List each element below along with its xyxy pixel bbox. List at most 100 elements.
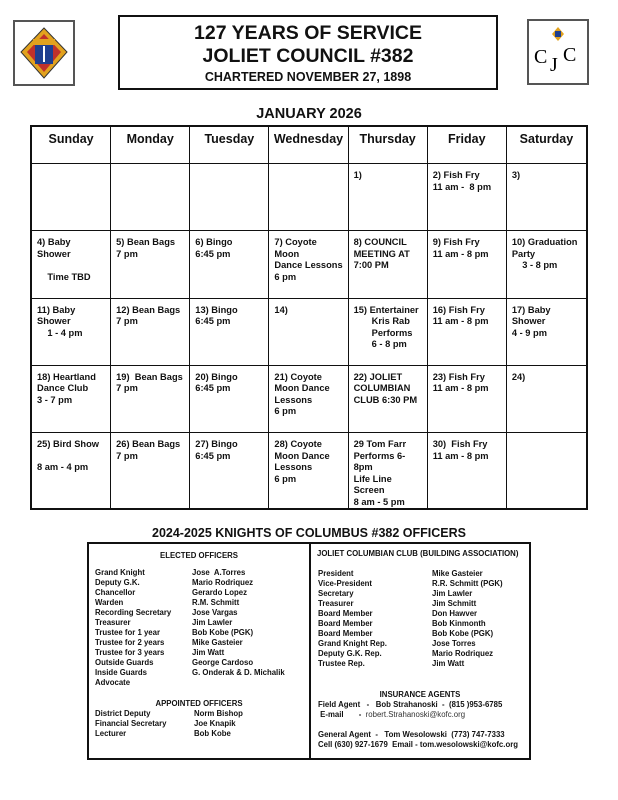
officer-role: Trustee for 3 years xyxy=(95,648,165,657)
calendar-day-cell: 30) Fish Fry 11 am - 8 pm xyxy=(428,433,507,508)
officer-row: Financial Secretary Joe Knapik xyxy=(95,719,243,729)
calendar-day-cell: 12) Bean Bags 7 pm xyxy=(111,298,191,366)
calendar-day-cell xyxy=(507,433,586,508)
officer-row: Trustee Rep. Jim Watt xyxy=(318,659,503,669)
officer-name: Mario Rodriquez xyxy=(192,578,254,587)
field-agent-email-row: E-mail - robert.Strahanoski@kofc.org xyxy=(318,710,465,720)
calendar-day-cell: 20) Bingo 6:45 pm xyxy=(190,365,270,433)
month-title: JANUARY 2026 xyxy=(256,106,362,122)
calendar-grid: Sunday Monday Tuesday Wednesday Thursday Frid… xyxy=(30,125,588,510)
officer-name: Norm Bishop xyxy=(194,709,243,718)
officer-row: Grand Knight Rep. Jose Torres xyxy=(318,639,503,649)
officer-row: President Mike Gasteier xyxy=(318,569,503,579)
appointed-officers-list: District Deputy Norm Bishop Financial Secr… xyxy=(95,709,243,739)
officer-name: Jose A.Torres xyxy=(192,568,246,577)
day-header-wednesday: Wednesday xyxy=(269,127,349,164)
calendar-day-cell: 19) Bean Bags 7 pm xyxy=(111,365,191,433)
day-header-tuesday: Tuesday xyxy=(190,127,270,164)
svg-text:J: J xyxy=(550,54,558,76)
officer-row: Deputy G.K. Mario Rodriquez xyxy=(95,578,285,588)
officer-role: Vice-President xyxy=(318,579,373,588)
cjc-logo: C J C xyxy=(527,19,589,85)
calendar-day-cell xyxy=(269,164,349,232)
officer-row: Trustee for 2 years Mike Gasteier xyxy=(95,638,285,648)
calendar-day-cell: 14) xyxy=(269,298,349,366)
general-agent-contact: Cell (630) 927-1679 Email - tom.wesolows… xyxy=(318,740,518,749)
day-header-monday: Monday xyxy=(111,127,191,164)
officer-name: Don Hawver xyxy=(432,609,478,618)
officer-name: Bob Kobe (PGK) xyxy=(192,628,254,637)
officer-role: Treasurer xyxy=(95,618,131,627)
officer-name: Mike Gasteier xyxy=(192,638,243,647)
appointed-officers-heading: APPOINTED OFFICERS xyxy=(155,699,243,708)
officer-row: Board Member Don Hawver xyxy=(318,609,503,619)
elected-officers-heading: ELECTED OFFICERS xyxy=(160,551,238,560)
calendar-day-cell: 22) JOLIET COLUMBIAN CLUB 6:30 PM xyxy=(348,365,428,433)
club-officers-list: President Mike Gasteier Vice-President R.R.… xyxy=(318,569,503,669)
officer-role: Board Member xyxy=(318,619,373,628)
calendar-day-cell: 28) Coyote Moon Dance Lessons 6 pm xyxy=(269,433,349,508)
officer-row: Advocate xyxy=(95,678,285,688)
officer-row: Lecturer Bob Kobe xyxy=(95,729,243,739)
officer-row: Chancellor Gerardo Lopez xyxy=(95,588,285,598)
officer-role: President xyxy=(318,569,354,578)
calendar-day-cell: 10) Graduation Party 3 - 8 pm xyxy=(506,231,586,299)
officer-role: Board Member xyxy=(318,609,373,618)
officer-role: Warden xyxy=(95,598,124,607)
officers-title: 2024-2025 KNIGHTS OF COLUMBUS #382 OFFIC… xyxy=(152,526,466,540)
officer-row: Warden R.M. Schmitt xyxy=(95,598,285,608)
officer-row: Outside Guards George Cardoso xyxy=(95,658,285,668)
officer-row: Recording Secretary Jose Vargas xyxy=(95,608,285,618)
officer-role: Grand Knight Rep. xyxy=(318,639,387,648)
officer-name: Mario Rodriquez xyxy=(432,649,494,658)
officer-row: Inside Guards G. Onderak & D. Michalik xyxy=(95,668,285,678)
calendar-day-cell: 8) COUNCIL MEETING AT 7:00 PM xyxy=(348,231,428,299)
calendar-day-cell: 13) Bingo 6:45 pm xyxy=(190,298,270,366)
calendar-day-cell: 27) Bingo 6:45 pm xyxy=(190,433,270,508)
officer-role: Inside Guards xyxy=(95,668,147,677)
officer-role: Deputy G.K. Rep. xyxy=(318,649,382,658)
officer-row: Trustee for 1 year Bob Kobe (PGK) xyxy=(95,628,285,638)
officer-row: Board Member Bob Kinmonth xyxy=(318,619,503,629)
chartered-date: CHARTERED NOVEMBER 27, 1898 xyxy=(204,70,412,84)
officer-name: Jim Lawler xyxy=(432,589,473,598)
officer-row: District Deputy Norm Bishop xyxy=(95,709,243,719)
officer-name: G. Onderak & D. Michalik xyxy=(192,668,285,677)
calendar-day-cell: 4) Baby Shower Time TBD xyxy=(32,231,112,299)
officer-role: Trustee Rep. xyxy=(318,659,365,668)
officer-row: Secretary Jim Lawler xyxy=(318,589,503,599)
email-label: E-mail - xyxy=(318,710,366,719)
officer-name: Jim Lawler xyxy=(192,618,233,627)
officer-name: Jose Torres xyxy=(432,639,476,648)
officer-role: Grand Knight xyxy=(95,568,145,577)
calendar-day-cell: 7) Coyote Moon Dance Lessons 6 pm xyxy=(269,231,349,299)
knights-of-columbus-emblem xyxy=(13,20,75,86)
calendar-day-cell: 17) Baby Shower 4 - 9 pm xyxy=(506,299,586,366)
officer-name: Jim Schmitt xyxy=(432,599,477,608)
calendar-day-cell: 9) Fish Fry 11 am - 8 pm xyxy=(427,231,507,299)
calendar-day-cell: 23) Fish Fry 11 am - 8 pm xyxy=(427,365,507,433)
field-agent-email-link[interactable]: robert.Strahanoski@kofc.org xyxy=(365,710,466,719)
divider xyxy=(309,544,311,758)
officer-row: Treasurer Jim Schmitt xyxy=(318,599,503,609)
officer-name: Jim Watt xyxy=(192,648,225,657)
svg-text:C: C xyxy=(534,46,547,68)
calendar-day-cell: 24) xyxy=(506,366,586,433)
day-header-saturday: Saturday xyxy=(506,127,586,164)
officer-name: Bob Kobe xyxy=(194,729,231,738)
calendar-day-cell xyxy=(32,164,112,232)
officer-role: Board Member xyxy=(318,629,373,638)
officer-row: Trustee for 3 years Jim Watt xyxy=(95,648,285,658)
title-line-2: JOLIET COUNCIL #382 xyxy=(202,45,414,67)
officer-role: Trustee for 2 years xyxy=(95,638,165,647)
officer-name: George Cardoso xyxy=(192,658,254,667)
day-header-friday: Friday xyxy=(427,127,507,164)
calendar-day-cell: 25) Bird Show 8 am - 4 pm xyxy=(32,433,112,508)
officer-row: Treasurer Jim Lawler xyxy=(95,618,285,628)
officer-name: Jose Vargas xyxy=(192,608,238,617)
officer-row: Vice-President R.R. Schmitt (PGK) xyxy=(318,579,503,589)
officer-role: District Deputy xyxy=(95,709,151,718)
calendar-day-cell: 1) xyxy=(348,164,428,232)
calendar-day-cell: 29 Tom Farr Performs 6-8pm Life Line Scr… xyxy=(349,433,428,508)
